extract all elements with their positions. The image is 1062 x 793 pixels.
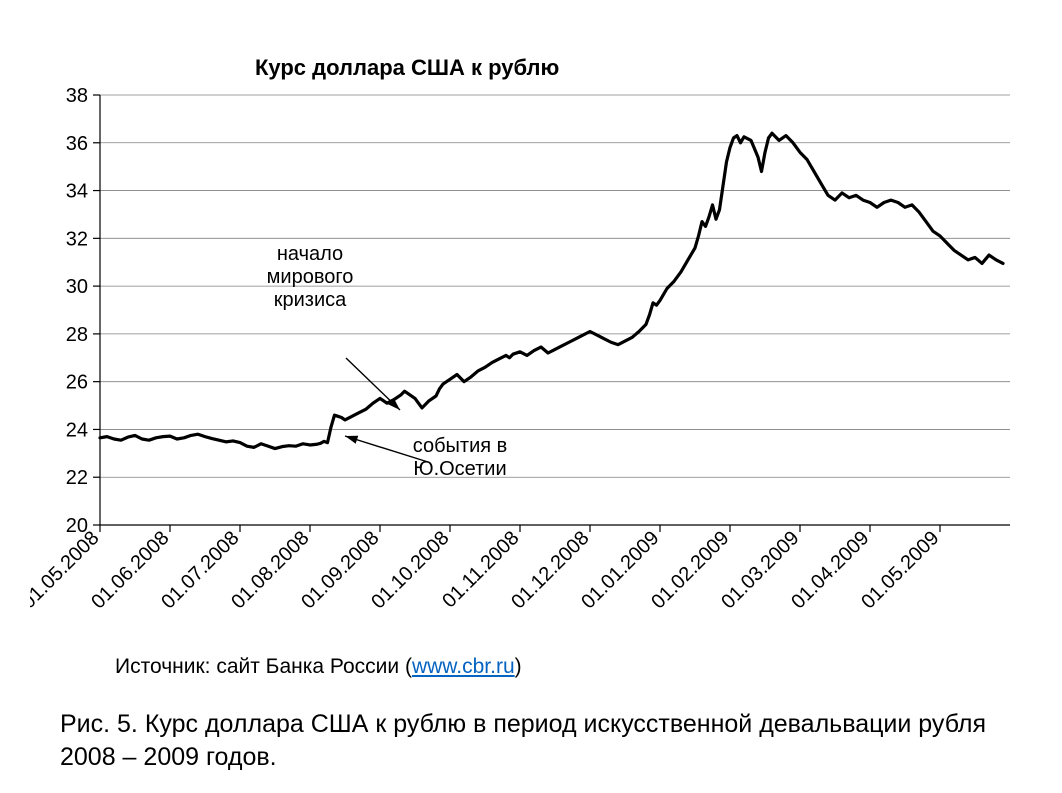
source-prefix: Источник: сайт Банка России ( — [115, 655, 412, 678]
chart-container: 2022242628303234363801.05.200801.06.2008… — [30, 50, 1040, 650]
line-chart: 2022242628303234363801.05.200801.06.2008… — [30, 50, 1040, 650]
svg-text:началомировогокризиса: началомировогокризиса — [267, 243, 354, 311]
svg-text:22: 22 — [66, 467, 88, 489]
source-link[interactable]: www.cbr.ru — [412, 655, 515, 678]
source-citation: Источник: сайт Банка России (www.cbr.ru) — [115, 655, 522, 679]
svg-text:30: 30 — [66, 276, 88, 298]
svg-text:32: 32 — [66, 228, 88, 250]
page-root: Курс доллара США к рублю 202224262830323… — [0, 0, 1062, 793]
svg-text:28: 28 — [66, 324, 88, 346]
source-suffix: ) — [515, 655, 522, 678]
svg-text:24: 24 — [66, 419, 88, 441]
svg-text:события вЮ.Осетии: события вЮ.Осетии — [413, 435, 508, 480]
svg-text:26: 26 — [66, 372, 88, 394]
svg-text:36: 36 — [66, 133, 88, 155]
svg-text:38: 38 — [66, 85, 88, 107]
svg-text:34: 34 — [66, 181, 88, 203]
figure-caption: Рис. 5. Курс доллара США к рублю в перио… — [60, 708, 1030, 773]
